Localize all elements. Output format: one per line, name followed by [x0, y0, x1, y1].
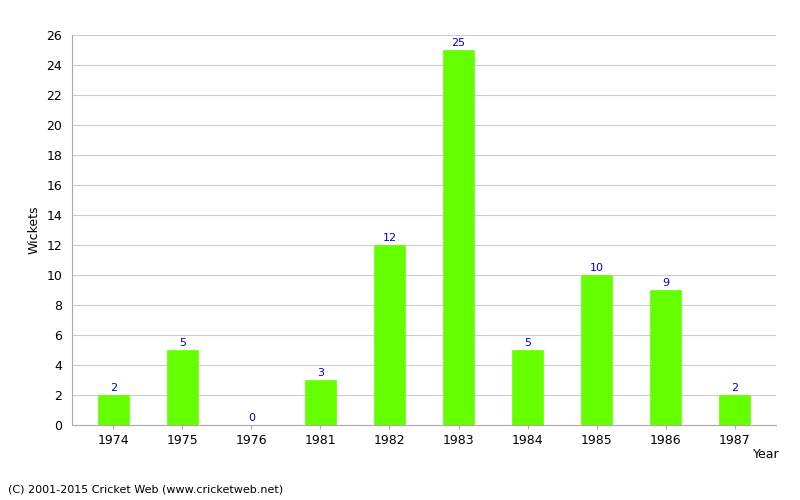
Bar: [650, 290, 681, 425]
Bar: [719, 395, 750, 425]
Text: 12: 12: [382, 233, 397, 243]
Text: (C) 2001-2015 Cricket Web (www.cricketweb.net): (C) 2001-2015 Cricket Web (www.cricketwe…: [8, 485, 283, 495]
Text: 2: 2: [110, 383, 117, 393]
Bar: [443, 50, 474, 425]
Text: 5: 5: [179, 338, 186, 348]
Text: 5: 5: [524, 338, 531, 348]
Bar: [98, 395, 129, 425]
Bar: [374, 245, 405, 425]
Bar: [581, 275, 612, 425]
Bar: [512, 350, 543, 425]
Text: 9: 9: [662, 278, 669, 288]
Bar: [305, 380, 336, 425]
Y-axis label: Wickets: Wickets: [28, 206, 41, 254]
Text: 25: 25: [451, 38, 466, 48]
Bar: [167, 350, 198, 425]
Text: 10: 10: [590, 263, 603, 273]
Text: 3: 3: [317, 368, 324, 378]
Text: Year: Year: [754, 448, 780, 460]
Text: 0: 0: [248, 413, 255, 423]
Text: 2: 2: [731, 383, 738, 393]
